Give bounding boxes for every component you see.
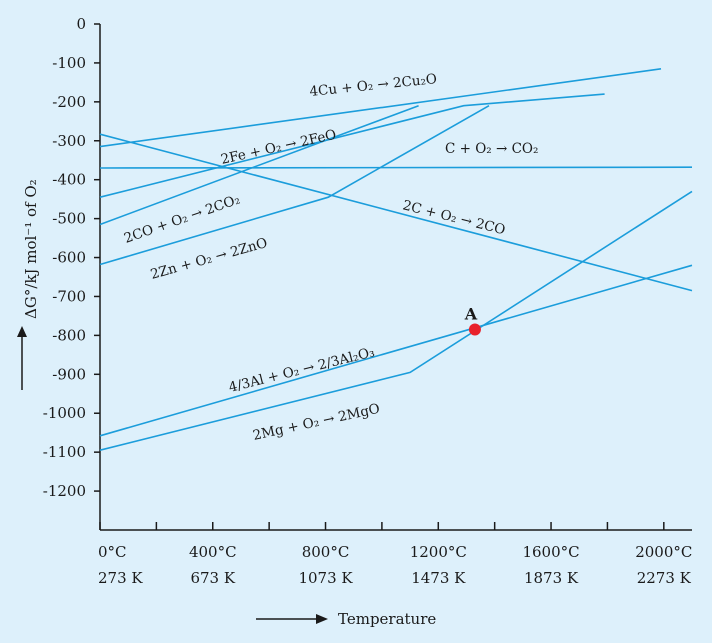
x-tick-label-kelvin: 1473 K	[411, 569, 466, 587]
y-axis-arrowhead	[17, 326, 27, 337]
x-tick-label-kelvin: 673 K	[190, 569, 235, 587]
series-line-6	[99, 264, 693, 437]
x-tick-label-celsius: 1600°C	[522, 543, 579, 561]
y-tick-label: -1100	[43, 443, 86, 461]
x-axis-arrowhead	[316, 614, 328, 624]
y-tick-label: 0	[76, 15, 86, 33]
y-tick-label: -600	[52, 249, 86, 267]
x-axis-title: Temperature	[338, 610, 436, 628]
reaction-labels: 4Cu + O₂ → 2Cu₂O 2Fe + O₂ → 2FeO C + O₂ …	[122, 71, 538, 444]
label-zn: 2Zn + O₂ → 2ZnO	[149, 235, 270, 283]
label-c-co2: C + O₂ → CO₂	[445, 141, 538, 157]
x-tick-label-celsius: 0°C	[98, 543, 127, 561]
axes	[99, 24, 692, 531]
x-axis-title-group: Temperature	[256, 610, 436, 628]
x-tick-label-kelvin: 1873 K	[524, 569, 579, 587]
series-line-2	[99, 166, 693, 169]
annotation-a: A	[464, 305, 481, 336]
label-co: 2CO + O₂ → 2CO₂	[122, 191, 242, 246]
y-tick-label: -200	[52, 93, 86, 111]
y-tick-label: -300	[52, 132, 86, 150]
x-tick-label-kelvin: 2273 K	[637, 569, 692, 587]
x-tick-label-celsius: 800°C	[302, 543, 350, 561]
intersection-point-a	[468, 323, 481, 336]
y-axis-title-group: ΔG°/kJ mol⁻¹ of O₂	[17, 179, 40, 390]
point-a-label: A	[464, 305, 478, 324]
label-al: 4/3Al + O₂ → 2/3Al₂O₃	[227, 344, 376, 396]
y-tick-label: -1200	[43, 482, 86, 500]
series-line-4	[99, 104, 419, 226]
y-tick-label: -800	[52, 326, 86, 344]
y-tick-label: -100	[52, 54, 86, 72]
y-axis-title: ΔG°/kJ mol⁻¹ of O₂	[22, 179, 40, 319]
y-tick-label: -400	[52, 171, 86, 189]
x-tick-label-celsius: 2000°C	[635, 543, 692, 561]
x-tick-label-kelvin: 1073 K	[298, 569, 353, 587]
series-line-3	[99, 133, 693, 292]
series-line-0	[99, 68, 662, 148]
label-fe: 2Fe + O₂ → 2FeO	[219, 127, 337, 168]
series-line-7	[99, 190, 693, 451]
label-cu: 4Cu + O₂ → 2Cu₂O	[309, 71, 438, 100]
x-tick-label-celsius: 1200°C	[410, 543, 467, 561]
series-group	[99, 68, 693, 451]
ticks: 0 -100 -200 -300 -400 -500 -600 -700 -800 -900 -10…	[43, 15, 693, 587]
x-tick-label-celsius: 400°C	[189, 543, 237, 561]
y-tick-label: -900	[52, 365, 86, 383]
y-tick-label: -700	[52, 287, 86, 305]
series-line-5	[99, 105, 490, 266]
y-tick-label: -500	[52, 210, 86, 228]
y-tick-label: -1000	[43, 404, 86, 422]
x-tick-label-kelvin: 273 K	[98, 569, 143, 587]
